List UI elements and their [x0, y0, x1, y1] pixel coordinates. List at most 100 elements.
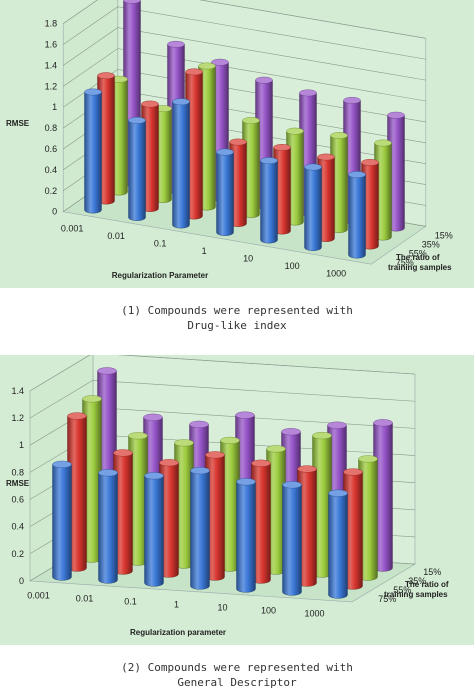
- z-axis-label-line-2: training samples: [388, 263, 452, 272]
- z-axis-label-line-2: training samples: [384, 590, 448, 599]
- y-tick-label: 0.2: [11, 549, 24, 559]
- series-label: 55%: [393, 585, 411, 595]
- bar-75%-100: [304, 163, 322, 251]
- cylinder-top: [174, 439, 194, 447]
- series-label: 35%: [422, 239, 440, 249]
- bar-75%-0.001: [84, 88, 102, 214]
- y-tick-label: 1: [19, 440, 24, 450]
- series-label: 75%: [396, 257, 414, 267]
- bar-75%-0.01: [128, 116, 146, 221]
- cylinder-top: [260, 157, 278, 165]
- bar-55%-100: [297, 465, 317, 587]
- cylinder-top: [373, 419, 393, 427]
- cylinder-top: [198, 62, 216, 70]
- cylinder-top: [98, 469, 118, 477]
- gridline: [63, 27, 426, 81]
- y-tick-label: 1.2: [11, 413, 24, 423]
- z-axis-label-line-1: The ratio of: [405, 580, 449, 589]
- cylinder-body: [144, 475, 164, 587]
- bar-75%-10: [260, 157, 278, 244]
- bar-75%-1000: [348, 171, 366, 259]
- y-tick-label: 0.8: [45, 123, 58, 133]
- cylinder-top: [330, 132, 348, 139]
- cylinder-top: [52, 460, 72, 468]
- gridline: [63, 0, 426, 39]
- y-tick-label: 0.4: [45, 165, 58, 175]
- cylinder-top: [374, 139, 392, 147]
- caption-2-line-2: General Descriptor: [177, 676, 297, 689]
- cylinder-top: [84, 88, 102, 96]
- y-tick-label: 0: [52, 207, 57, 217]
- cylinder-top: [327, 421, 347, 429]
- cylinder-top: [220, 436, 240, 445]
- bar-55%-0.1: [159, 459, 179, 578]
- cylinder-top: [159, 459, 179, 467]
- chart-1-svg: 0 0.2 0.4 0.6 0.8 1 1.2 1.4 1.6 1.8 RMSE 0.001 0.01 0…: [0, 0, 474, 288]
- cylinder-top: [143, 413, 163, 421]
- bar-35%-100: [330, 132, 348, 233]
- x-tick-label: 0.1: [124, 597, 137, 607]
- series-label: 15%: [423, 567, 441, 577]
- cylinder-body: [52, 464, 72, 581]
- bar-75%-10: [236, 478, 256, 593]
- cylinder-top: [251, 459, 271, 467]
- cylinder-top: [312, 431, 332, 440]
- bar-55%-1: [205, 451, 225, 581]
- x-tick-label: 0.01: [107, 231, 125, 241]
- bar-55%-1: [229, 138, 247, 227]
- cylinder-top: [216, 148, 234, 156]
- cylinder-top: [361, 159, 379, 166]
- cylinder-top: [235, 411, 255, 419]
- cylinder-top: [299, 89, 317, 97]
- bar-75%-1000: [328, 489, 348, 599]
- cylinder-top: [236, 478, 256, 486]
- x-tick-label: 1000: [326, 269, 346, 279]
- chart-panel-2: 0 0.2 0.4 0.6 0.8 1 1.2 1.4 RMSE 0.001 0.01 0.1 1 10 1…: [0, 355, 474, 645]
- cylinder-top: [141, 100, 159, 108]
- cylinder-top: [387, 111, 405, 119]
- bar-55%-1000: [343, 468, 363, 590]
- caption-2: (2) Compounds were represented with Gene…: [0, 660, 474, 690]
- cylinder-top: [282, 481, 302, 489]
- cylinder-top: [205, 451, 225, 459]
- caption-1-line-1: (1) Compounds were represented with: [121, 304, 353, 317]
- chart-2-svg: 0 0.2 0.4 0.6 0.8 1 1.2 1.4 RMSE 0.001 0.01 0.1 1 10 1…: [0, 355, 474, 645]
- series-label: 75%: [378, 594, 396, 604]
- cylinder-top: [266, 445, 286, 453]
- y-tick-label: 1.8: [45, 19, 58, 29]
- cylinder-top: [82, 395, 102, 403]
- y-tick-label: 1.4: [11, 386, 24, 396]
- z-axis-label-line-1: The ratio of: [396, 253, 440, 262]
- bar-75%-1: [216, 148, 234, 236]
- x-tick-label: 100: [285, 261, 300, 271]
- cylinder-top: [172, 98, 190, 106]
- bar-15%-1000: [387, 111, 405, 232]
- cylinder-top: [297, 465, 317, 473]
- cylinder-top: [348, 171, 366, 178]
- x-tick-label: 0.1: [154, 239, 167, 249]
- bar-35%-0.01: [154, 105, 172, 203]
- y-tick-label: 1.4: [45, 60, 58, 70]
- cylinder-top: [97, 367, 117, 375]
- y-axis-label: RMSE: [6, 479, 30, 488]
- x-tick-label: 10: [217, 603, 227, 613]
- cylinder-top: [189, 420, 209, 428]
- cylinder-top: [97, 72, 115, 80]
- chart-panel-1: 0 0.2 0.4 0.6 0.8 1 1.2 1.4 1.6 1.8 RMSE 0.001 0.01 0…: [0, 0, 474, 288]
- bar-75%-100: [282, 481, 302, 596]
- caption-1: (1) Compounds were represented with Drug…: [0, 303, 474, 333]
- cylinder-body: [128, 120, 146, 221]
- x-tick-label: 1000: [304, 609, 324, 619]
- x-tick-label: 1: [202, 246, 207, 256]
- cylinder-top: [281, 428, 301, 436]
- x-tick-label: 100: [261, 606, 276, 616]
- x-tick-label: 0.01: [76, 594, 94, 604]
- gridline: [29, 379, 416, 419]
- cylinder-top: [255, 76, 273, 84]
- y-axis-label: RMSE: [6, 119, 30, 128]
- cylinder-top: [358, 455, 378, 463]
- bar-75%-0.1: [144, 472, 164, 587]
- x-tick-label: 0.001: [27, 591, 50, 601]
- cylinder-body: [190, 470, 210, 590]
- gridline: [63, 48, 426, 102]
